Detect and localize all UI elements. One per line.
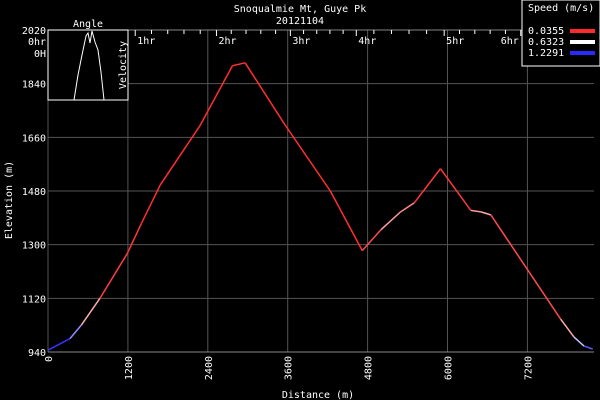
x-tick-label: 6000: [444, 356, 455, 380]
legend-swatch: [570, 51, 595, 55]
elevation-segment: [573, 336, 585, 347]
y-axis-label: Elevation (m): [4, 161, 15, 239]
chart-subtitle: 20121104: [276, 16, 324, 27]
elevation-segment: [80, 297, 101, 326]
elevation-segment: [361, 229, 382, 252]
chart-title: Snoqualmie Mt, Guye Pk: [234, 4, 366, 15]
elevation-segment: [159, 124, 201, 186]
elevation-segment: [439, 168, 472, 211]
hour-tick-label: 6hr: [501, 36, 519, 47]
legend-title: Speed (m/s): [528, 3, 594, 14]
legend-label: 0.0355: [528, 26, 564, 37]
elevation-segment: [99, 253, 128, 299]
inset-corner-label: 0H: [34, 49, 46, 60]
hour-tick-label: 4hr: [358, 36, 376, 47]
hour-tick-label: 2hr: [218, 36, 236, 47]
elevation-segment: [244, 62, 287, 126]
y-tick-label: 1120: [22, 294, 46, 305]
inset-title: Angle: [73, 19, 103, 30]
legend-swatch: [570, 40, 595, 44]
hour-tick-label: 3hr: [292, 36, 310, 47]
elevation-segment: [329, 190, 363, 251]
inset-ylabel: Velocity: [118, 41, 129, 89]
hour-tick-label: 5hr: [446, 36, 464, 47]
y-tick-label: 1480: [22, 187, 46, 198]
x-tick-label: 2400: [204, 356, 215, 380]
elevation-segment: [140, 184, 161, 225]
inset-frame: [47, 29, 129, 101]
elevation-segment: [480, 211, 492, 216]
y-tick-label: 1660: [22, 133, 46, 144]
elevation-segment: [47, 337, 71, 351]
elevation-segment: [284, 124, 331, 192]
legend-label: 1.2291: [528, 48, 564, 59]
elevation-segment: [126, 223, 142, 254]
inset-plot: Angle 0H Velocity: [34, 19, 129, 101]
elevation-segment: [560, 318, 575, 338]
elevation-segment: [69, 324, 82, 340]
x-tick-label: 3600: [284, 356, 295, 380]
y-tick-label: 940: [28, 348, 46, 359]
elevation-segment: [232, 62, 246, 67]
inset-curve: [73, 30, 105, 101]
x-tick-label: 1200: [124, 356, 135, 380]
hour-tick-label: 0hr: [28, 37, 46, 48]
legend-swatch: [570, 29, 595, 33]
elevation-segment: [490, 214, 522, 260]
elevation-segment: [400, 202, 415, 213]
hour-tick-label: 1hr: [137, 36, 155, 47]
elevation-segment: [413, 168, 442, 204]
y-tick-label: 2020: [22, 26, 46, 37]
y-tick-label: 1840: [22, 80, 46, 91]
y-tick-label: 1300: [22, 241, 46, 252]
elevation-segment: [470, 209, 481, 213]
x-tick-label: 4800: [364, 356, 375, 380]
elevation-segment: [520, 259, 562, 320]
legend-label: 0.6323: [528, 37, 564, 48]
x-tick-label: 0: [44, 356, 55, 362]
x-axis-label: Distance (m): [282, 390, 354, 400]
elevation-segment: [380, 211, 402, 231]
elevation-segment: [199, 65, 234, 126]
x-tick-label: 7200: [523, 356, 534, 380]
elevation-segment: [583, 345, 593, 350]
